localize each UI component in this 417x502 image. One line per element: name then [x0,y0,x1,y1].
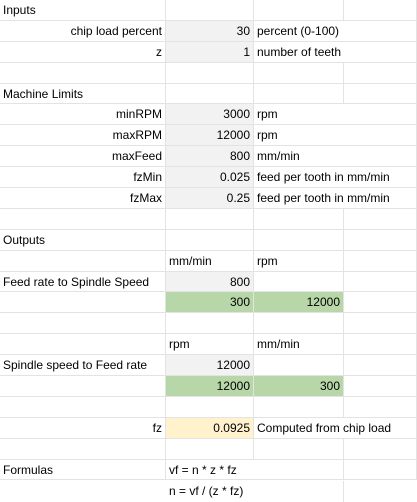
empty-cell[interactable] [254,271,344,293]
spindle-to-feed-input[interactable]: 12000 [166,355,254,377]
empty-cell[interactable] [0,438,166,460]
spindle-to-feed-result-rpm[interactable]: 12000 [166,376,254,397]
fz-computed-value[interactable]: 0.0925 [166,417,254,439]
empty-cell[interactable] [254,0,344,21]
empty-cell[interactable] [0,313,166,335]
empty-cell[interactable] [254,355,344,377]
feed-to-spindle-result-rpm[interactable]: 12000 [254,292,344,314]
spindle-to-feed-result-feed[interactable]: 300 [254,376,344,397]
empty-cell[interactable] [344,376,417,397]
empty-cell[interactable] [254,208,344,230]
empty-cell[interactable] [0,62,166,84]
formula-line-2-row: n = vf / (z * fz) [166,481,344,502]
empty-cell[interactable] [254,438,344,460]
fz-max-unit[interactable]: feed per tooth in mm/min [254,188,417,209]
feed-to-spindle-unit-b[interactable]: mm/min [166,250,254,272]
chip-load-label[interactable]: chip load percent [0,20,166,42]
empty-cell[interactable] [166,0,254,21]
z-input[interactable]: 1 [166,41,254,63]
spindle-to-feed-label[interactable]: Spindle speed to Feed rate [0,355,166,377]
empty-cell[interactable] [344,334,417,356]
empty-cell[interactable] [0,334,166,356]
empty-cell[interactable] [344,0,417,21]
fz-max-input[interactable]: 0.25 [166,188,254,209]
fz-min-unit[interactable]: feed per tooth in mm/min [254,167,417,189]
max-rpm-input[interactable]: 12000 [166,125,254,147]
empty-cell[interactable] [166,396,254,418]
empty-cell[interactable] [0,250,166,272]
min-rpm-input[interactable]: 3000 [166,104,254,126]
empty-cell[interactable] [0,396,166,418]
min-rpm-unit[interactable]: rpm [254,104,417,126]
fz-max-label[interactable]: fzMax [0,188,166,209]
empty-cell[interactable] [344,271,417,293]
empty-cell[interactable] [344,208,417,230]
empty-cell[interactable] [0,292,166,314]
fz-note[interactable]: Computed from chip load [254,417,417,439]
formulas-heading[interactable]: Formulas [0,459,166,481]
empty-cell[interactable] [344,313,417,335]
formula-line-1[interactable]: vf = n * z * fz [166,459,344,481]
empty-cell[interactable] [254,396,344,418]
feed-to-spindle-result-feed[interactable]: 300 [166,292,254,314]
feed-to-spindle-label[interactable]: Feed rate to Spindle Speed [0,271,166,293]
fz-min-label[interactable]: fzMin [0,167,166,189]
empty-cell[interactable] [166,313,254,335]
empty-cell[interactable] [254,62,344,84]
empty-cell[interactable] [344,438,417,460]
machine-limits-heading[interactable]: Machine Limits [0,83,166,105]
min-rpm-label[interactable]: minRPM [0,104,166,126]
outputs-heading[interactable]: Outputs [0,229,166,251]
empty-cell[interactable] [0,208,166,230]
max-feed-input[interactable]: 800 [166,146,254,168]
max-rpm-unit[interactable]: rpm [254,125,417,147]
feed-to-spindle-input[interactable]: 800 [166,271,254,293]
empty-cell[interactable] [254,229,344,251]
empty-cell[interactable] [166,229,254,251]
empty-cell[interactable] [344,62,417,84]
empty-cell[interactable] [344,83,417,105]
empty-cell[interactable] [254,313,344,335]
fz-min-input[interactable]: 0.025 [166,167,254,189]
max-feed-label[interactable]: maxFeed [0,146,166,168]
empty-cell[interactable] [344,355,417,377]
chip-load-input[interactable]: 30 [166,20,254,42]
empty-cell[interactable] [344,229,417,251]
empty-cell[interactable] [166,438,254,460]
spindle-to-feed-unit-b[interactable]: rpm [166,334,254,356]
chip-load-unit[interactable]: percent (0-100) [254,20,417,42]
max-feed-unit[interactable]: mm/min [254,146,417,168]
empty-cell[interactable] [344,459,417,481]
inputs-heading[interactable]: Inputs [0,0,166,21]
empty-cell[interactable] [0,376,166,397]
empty-cell[interactable] [166,62,254,84]
empty-cell[interactable] [166,208,254,230]
empty-cell[interactable] [344,292,417,314]
max-rpm-label[interactable]: maxRPM [0,125,166,147]
feed-to-spindle-unit-c[interactable]: rpm [254,250,344,272]
z-label[interactable]: z [0,41,166,63]
empty-cell[interactable] [344,396,417,418]
fz-label[interactable]: fz [0,417,166,439]
empty-cell[interactable] [166,83,254,105]
empty-cell[interactable] [344,250,417,272]
spindle-to-feed-unit-c[interactable]: mm/min [254,334,344,356]
empty-cell[interactable] [254,83,344,105]
formula-line-2[interactable]: n = vf / (z * fz) [169,484,244,498]
z-unit[interactable]: number of teeth [254,41,417,63]
